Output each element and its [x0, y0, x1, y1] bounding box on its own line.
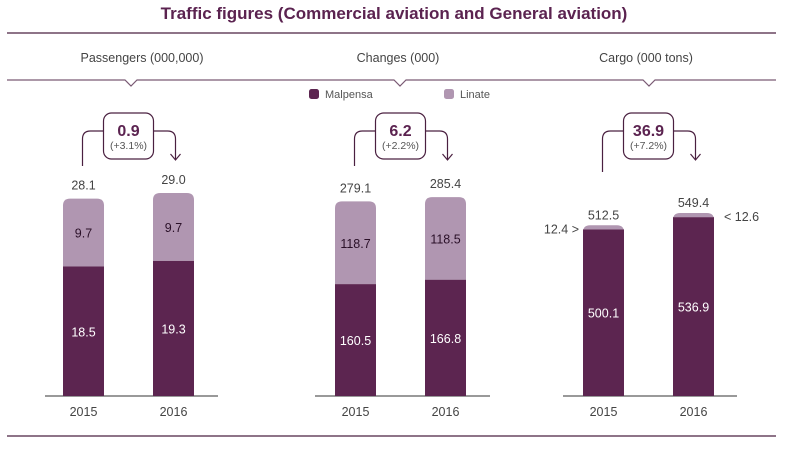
bar-malpensa-2015: [335, 284, 376, 396]
panel-2: 500.1 12.4 > 512.5 2015 536.9 < 12.6 549.4 2016…: [544, 112, 759, 419]
x-tick-2015: 2015: [70, 405, 98, 419]
change-box: [102, 112, 155, 160]
x-tick-2016: 2016: [432, 405, 460, 419]
bar-malpensa-2016: [425, 279, 466, 396]
label-malpensa-2015: 160.5: [340, 334, 371, 348]
section-divider: [7, 79, 776, 87]
legend-swatch-linate: [444, 89, 454, 99]
change-percent: (+2.2%): [382, 140, 419, 152]
total-label-2016: 549.4: [678, 196, 709, 210]
change-connector-right: [673, 130, 697, 160]
change-connector-left: [353, 130, 376, 166]
arrow-down-icon: [442, 153, 453, 161]
legend: Malpensa Linate: [309, 89, 490, 101]
label-malpensa-2015: 500.1: [588, 307, 619, 321]
label-malpensa-2016: 536.9: [678, 301, 709, 315]
total-label-2016: 285.4: [430, 177, 461, 191]
x-tick-2015: 2015: [590, 405, 618, 419]
total-label-2015: 279.1: [340, 181, 371, 195]
change-value: 6.2: [389, 123, 411, 140]
label-malpensa-2015: 18.5: [71, 325, 95, 339]
legend-swatch-malpensa: [309, 89, 319, 99]
x-tick-2016: 2016: [680, 405, 708, 419]
legend-label-malpensa: Malpensa: [325, 89, 374, 101]
bar-linate-2015: [583, 225, 624, 233]
label-linate-2015: 9.7: [75, 227, 92, 241]
panel-0: 18.5 9.7 28.1 2015 19.3 9.7 29.0 2016 0.9(+3.1%): [45, 112, 218, 419]
bar-linate-2015: [63, 198, 104, 267]
arrow-down-icon: [690, 153, 701, 161]
bar-malpensa-2015: [583, 229, 624, 396]
bar-linate-2016: [425, 197, 466, 280]
label-linate-2016: 9.7: [165, 221, 182, 235]
change-connector-right: [153, 130, 177, 160]
change-connector-left: [81, 130, 104, 166]
panel-title-cargo: Cargo (000 tons): [599, 51, 693, 65]
arrow-down-icon: [170, 153, 181, 161]
change-percent: (+3.1%): [110, 140, 147, 152]
change-box: [622, 112, 675, 160]
label-linate-2016: 118.5: [430, 232, 460, 246]
change-value: 0.9: [117, 123, 139, 140]
legend-label-linate: Linate: [460, 89, 490, 101]
label-linate-2015: 118.7: [340, 237, 370, 251]
bar-malpensa-2015: [63, 266, 104, 396]
x-tick-2015: 2015: [342, 405, 370, 419]
label-malpensa-2016: 166.8: [430, 332, 461, 346]
bar-linate-2015: [335, 201, 376, 285]
total-label-2015: 512.5: [588, 208, 619, 222]
panel-title-changes: Changes (000): [357, 51, 440, 65]
total-label-2016: 29.0: [161, 173, 185, 187]
total-label-2015: 28.1: [71, 179, 95, 193]
x-tick-2016: 2016: [160, 405, 188, 419]
change-value: 36.9: [633, 123, 664, 140]
change-connector-right: [425, 130, 449, 160]
panel-1: 160.5 118.7 279.1 2015 166.8 118.5 285.4 2016 6.…: [315, 112, 490, 419]
panel-title-passengers: Passengers (000,000): [81, 51, 204, 65]
bar-malpensa-2016: [673, 217, 714, 396]
bar-linate-2016: [153, 193, 194, 261]
label-malpensa-2016: 19.3: [161, 322, 185, 336]
bar-linate-2016: [673, 212, 714, 220]
label-linate-2015: 12.4 >: [544, 222, 579, 236]
chart-title: Traffic figures (Commercial aviation and…: [161, 4, 628, 23]
label-linate-2016: < 12.6: [724, 210, 759, 224]
bar-malpensa-2016: [153, 260, 194, 396]
change-percent: (+7.2%): [630, 140, 667, 152]
change-box: [374, 112, 427, 160]
change-connector-left: [601, 130, 624, 172]
